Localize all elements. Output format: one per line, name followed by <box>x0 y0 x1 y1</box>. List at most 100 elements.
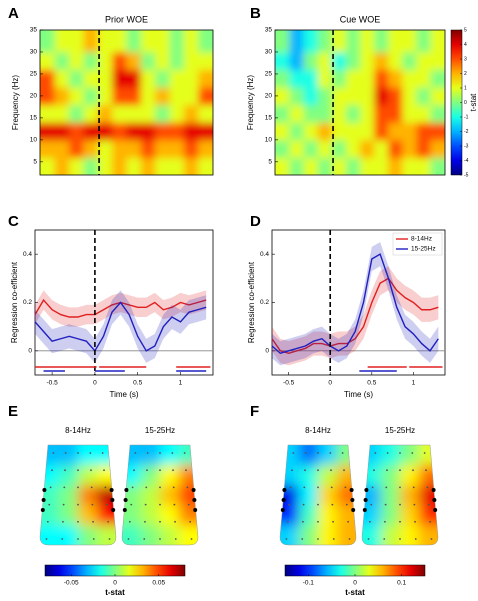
topomap-cell <box>122 505 142 526</box>
heatmap-cell <box>169 122 185 141</box>
topomap-cell <box>160 445 180 466</box>
heatmap-cell <box>360 30 375 53</box>
topomap-cell <box>122 445 142 466</box>
heatmap <box>40 30 213 175</box>
heatmap-cell <box>126 157 142 175</box>
panel-letter: C <box>8 213 19 230</box>
heatmap-cell <box>126 104 142 123</box>
y-tick-label: 0 <box>28 348 32 355</box>
topomap-cell <box>40 485 60 506</box>
topomap-cell <box>280 445 300 466</box>
electrode <box>49 486 52 489</box>
heatmap-cell <box>155 139 171 158</box>
electrode <box>185 469 187 472</box>
colorbar-tick-label: -0.1 <box>303 580 315 587</box>
highlight-electrode <box>349 488 354 492</box>
topomap-cell <box>179 445 198 466</box>
topomap-cell <box>337 445 356 466</box>
heatmap-cell <box>345 51 361 71</box>
heatmap-cell <box>388 69 403 88</box>
highlight-electrode <box>363 498 368 502</box>
heatmap-cell <box>40 139 56 158</box>
y-tick-label: 25 <box>30 71 38 78</box>
electrode <box>90 486 93 489</box>
heatmap-cell <box>169 30 185 53</box>
electrode <box>77 503 79 506</box>
heatmap-cell <box>275 51 291 71</box>
heatmap-cell <box>275 30 291 53</box>
heatmap-cell <box>388 51 403 71</box>
heatmap-cell <box>198 30 213 53</box>
heatmap-cell <box>345 30 361 53</box>
topomap-cell <box>40 505 60 526</box>
heatmap-cell <box>430 157 445 175</box>
panel-letter: B <box>250 5 261 22</box>
heatmap-cells <box>40 30 213 175</box>
heatmap-cell <box>40 87 56 106</box>
heatmap-cell <box>416 30 431 53</box>
topomap-cell <box>59 445 79 466</box>
heatmap-cell <box>388 104 403 123</box>
heatmap-cell <box>289 51 305 71</box>
heatmap-cell <box>126 51 142 71</box>
topomap-cell <box>59 505 79 526</box>
colorbar-tick-label: 0 <box>353 580 357 587</box>
heatmap-cell <box>69 30 84 53</box>
x-tick-label: 1 <box>179 380 183 387</box>
heatmap-cell <box>388 139 403 158</box>
electrode <box>373 469 375 472</box>
heatmap-cell <box>126 122 142 141</box>
y-tick-label: 15 <box>30 115 38 122</box>
topomap-cell <box>280 525 300 545</box>
heatmap-cell <box>289 104 305 123</box>
electrode <box>411 452 414 454</box>
electrode <box>317 469 319 472</box>
topomap-cells <box>40 445 116 545</box>
heatmap-cell <box>83 139 99 158</box>
electrode <box>174 520 176 523</box>
heatmap-cell <box>54 122 70 141</box>
topomap-cell <box>97 445 116 466</box>
topomap-cell <box>337 465 356 486</box>
electrode <box>386 469 388 472</box>
electrode <box>412 469 414 472</box>
highlight-electrode <box>351 508 356 512</box>
heatmap-cell <box>289 30 305 53</box>
heatmap-cell <box>402 104 417 123</box>
heatmap-cell <box>360 87 375 106</box>
heatmap-cell <box>140 104 156 123</box>
heatmap-cell <box>54 87 70 106</box>
highlight-electrode <box>192 498 197 502</box>
electrode <box>92 538 95 540</box>
heatmap-cell <box>416 104 431 123</box>
heatmap-cell <box>289 122 305 141</box>
electrode <box>330 469 332 472</box>
colorbar-tick-label: -0.05 <box>64 580 79 587</box>
heatmap-cell <box>374 139 389 158</box>
heatmap-cell <box>275 157 291 175</box>
heatmap-cell <box>331 51 347 71</box>
electrode <box>414 538 417 540</box>
electrode <box>159 520 161 523</box>
electrode <box>108 538 111 540</box>
colorbar-tick-label: 0.1 <box>397 580 406 587</box>
heatmap-cell <box>345 104 361 123</box>
colorbar-tick-label: 5 <box>464 27 467 33</box>
y-tick-label: 35 <box>265 27 273 34</box>
electrode <box>383 538 386 540</box>
y-tick-label: 30 <box>30 49 38 56</box>
heatmap-cell <box>155 87 171 106</box>
heatmap-cell <box>317 122 333 141</box>
heatmap-cell <box>83 122 99 141</box>
heatmap-cell <box>303 51 319 71</box>
heatmap-cell <box>83 157 99 175</box>
highlight-electrode <box>432 498 437 502</box>
topomap-cell <box>160 505 180 526</box>
electrode <box>303 486 306 489</box>
electrode <box>317 520 319 523</box>
electrode <box>399 503 401 506</box>
head-outline <box>361 444 439 546</box>
heatmap-cell <box>345 139 361 158</box>
heatmap-cell <box>275 87 291 106</box>
heatmap-cell <box>155 51 171 71</box>
